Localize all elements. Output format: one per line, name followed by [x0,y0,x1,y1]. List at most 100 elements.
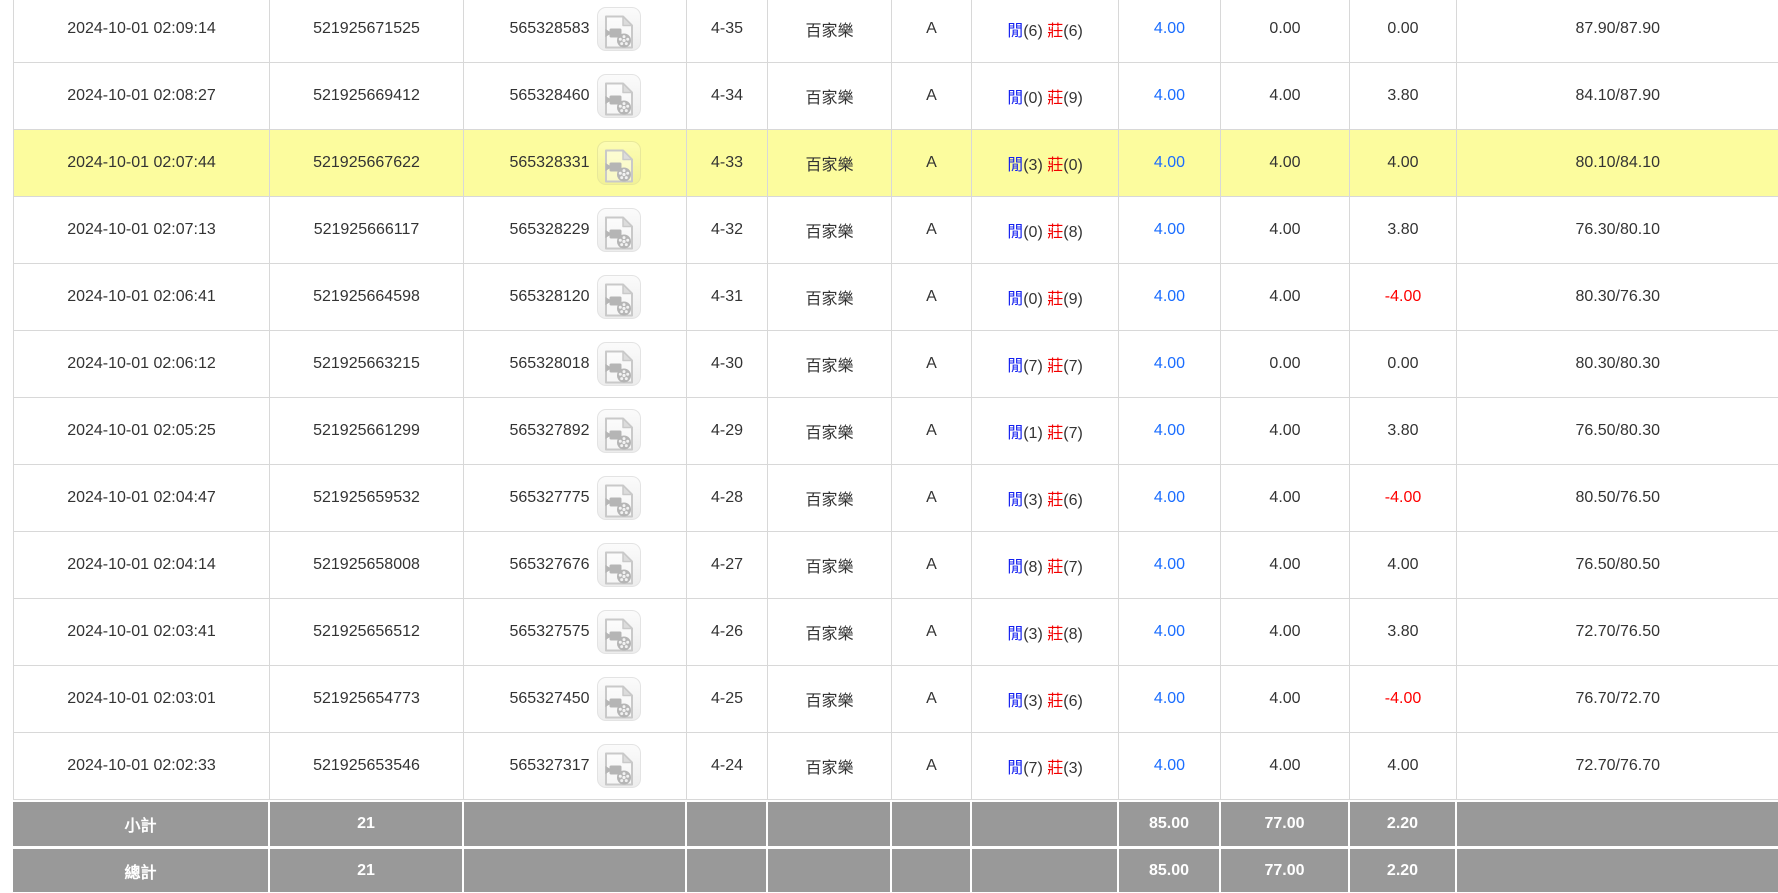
video-file-icon [604,350,633,383]
cell-bet-id: 521925659532 [269,464,464,532]
table-row[interactable]: 2024-10-01 02:07:13 521925666117 565328229… [13,196,1778,264]
cell-table-letter: A [891,263,972,331]
banker-label: 莊 [1047,693,1064,710]
cell-win-loss: 4.00 [1349,732,1457,800]
banker-label: 莊 [1047,224,1064,241]
player-score: (0) [1023,90,1048,107]
cell-valid-bet: 4.00 [1220,196,1350,264]
cell-time: 2024-10-01 02:05:25 [13,397,270,465]
table-row[interactable]: 2024-10-01 02:09:14 521925671525 565328583… [13,0,1778,63]
player-label: 閒 [1007,760,1024,777]
cell-bet-amount: 4.00 [1118,263,1221,331]
cell-round-id: 565328460 [463,62,687,130]
table-row[interactable]: 2024-10-01 02:05:25 521925661299 565327892… [13,397,1778,465]
video-replay-button[interactable] [596,275,641,319]
video-file-icon [604,15,633,48]
cell-result: 閒(1) 莊(7) [971,397,1119,465]
cell-table-letter: A [891,129,972,197]
bet-amount-link[interactable]: 4.00 [1153,20,1186,37]
cell-bet-amount: 4.00 [1118,598,1221,666]
video-replay-button[interactable] [596,74,641,118]
cell-round-id: 565327892 [463,397,687,465]
player-score: (7) [1023,358,1048,375]
table-row[interactable]: 2024-10-01 02:06:12 521925663215 565328018… [13,330,1778,398]
cell-balance: 87.90/87.90 [1456,0,1778,63]
player-label: 閒 [1007,23,1024,40]
cell-round-id: 565327317 [463,732,687,800]
video-replay-button[interactable] [596,543,641,587]
table-row[interactable]: 2024-10-01 02:08:27 521925669412 565328460… [13,62,1778,130]
round-id-text: 565328331 [509,154,590,171]
banker-score: (9) [1063,291,1083,308]
banker-score: (8) [1063,626,1083,643]
banker-score: (3) [1063,760,1083,777]
table-row[interactable]: 2024-10-01 02:02:33 521925653546 565327317… [13,732,1778,800]
video-replay-button[interactable] [596,610,641,654]
cell-round-id: 565327450 [463,665,687,733]
cell-win-loss: 3.80 [1349,598,1457,666]
summary-label: 總計 [13,846,269,892]
round-id-text: 565327892 [509,422,590,439]
bet-amount-link[interactable]: 4.00 [1153,757,1186,774]
table-row[interactable]: 2024-10-01 02:07:44 521925667622 565328331… [13,129,1778,197]
cell-win-loss: -4.00 [1349,464,1457,532]
round-id-text: 565328229 [509,221,590,238]
video-replay-button[interactable] [596,208,641,252]
cell-game-name: 百家樂 [767,531,892,599]
video-file-icon [604,685,633,718]
cell-game-name: 百家樂 [767,732,892,800]
bet-amount-link[interactable]: 4.00 [1153,556,1186,573]
bet-amount-link[interactable]: 4.00 [1153,221,1186,238]
video-replay-button[interactable] [596,7,641,51]
bet-amount-link[interactable]: 4.00 [1153,623,1186,640]
summary-empty-round [462,802,686,848]
cell-table-letter: A [891,397,972,465]
cell-bet-id: 521925656512 [269,598,464,666]
cell-bet-amount: 4.00 [1118,196,1221,264]
table-row[interactable]: 2024-10-01 02:03:01 521925654773 565327450… [13,665,1778,733]
cell-valid-bet: 4.00 [1220,62,1350,130]
bet-amount-link[interactable]: 4.00 [1153,154,1186,171]
cell-balance: 76.50/80.30 [1456,397,1778,465]
cell-bet-amount: 4.00 [1118,665,1221,733]
cell-time: 2024-10-01 02:03:41 [13,598,270,666]
bet-amount-link[interactable]: 4.00 [1153,489,1186,506]
cell-result: 閒(6) 莊(6) [971,0,1119,63]
video-replay-button[interactable] [596,141,641,185]
cell-round-id: 565327676 [463,531,687,599]
bet-amount-link[interactable]: 4.00 [1153,355,1186,372]
table-row[interactable]: 2024-10-01 02:06:41 521925664598 565328120… [13,263,1778,331]
banker-score: (9) [1063,90,1083,107]
table-row[interactable]: 2024-10-01 02:04:47 521925659532 565327775… [13,464,1778,532]
cell-balance: 72.70/76.70 [1456,732,1778,800]
cell-bet-id: 521925654773 [269,665,464,733]
cell-valid-bet: 4.00 [1220,263,1350,331]
cell-win-loss: 3.80 [1349,397,1457,465]
banker-label: 莊 [1047,90,1064,107]
bet-amount-link[interactable]: 4.00 [1153,422,1186,439]
cell-bet-id: 521925671525 [269,0,464,63]
video-replay-button[interactable] [596,342,641,386]
table-row[interactable]: 2024-10-01 02:03:41 521925656512 565327575… [13,598,1778,666]
video-replay-button[interactable] [596,476,641,520]
table-row[interactable]: 2024-10-01 02:04:14 521925658008 565327676… [13,531,1778,599]
video-replay-button[interactable] [596,744,641,788]
video-file-icon [604,216,633,249]
cell-round-id: 565328229 [463,196,687,264]
cell-game-name: 百家樂 [767,397,892,465]
banker-label: 莊 [1047,626,1064,643]
bet-amount-link[interactable]: 4.00 [1153,690,1186,707]
cell-balance: 84.10/87.90 [1456,62,1778,130]
video-replay-button[interactable] [596,677,641,721]
bet-history-table: 2024-10-01 02:09:14 521925671525 565328583… [13,0,1778,800]
cell-win-loss: 4.00 [1349,129,1457,197]
cell-round-id: 565328331 [463,129,687,197]
cell-game-name: 百家樂 [767,0,892,63]
cell-result: 閒(3) 莊(8) [971,598,1119,666]
video-replay-button[interactable] [596,409,641,453]
cell-bet-id: 521925653546 [269,732,464,800]
bet-amount-link[interactable]: 4.00 [1153,87,1186,104]
cell-table-letter: A [891,62,972,130]
summary-empty-balance [1455,846,1778,892]
bet-amount-link[interactable]: 4.00 [1153,288,1186,305]
